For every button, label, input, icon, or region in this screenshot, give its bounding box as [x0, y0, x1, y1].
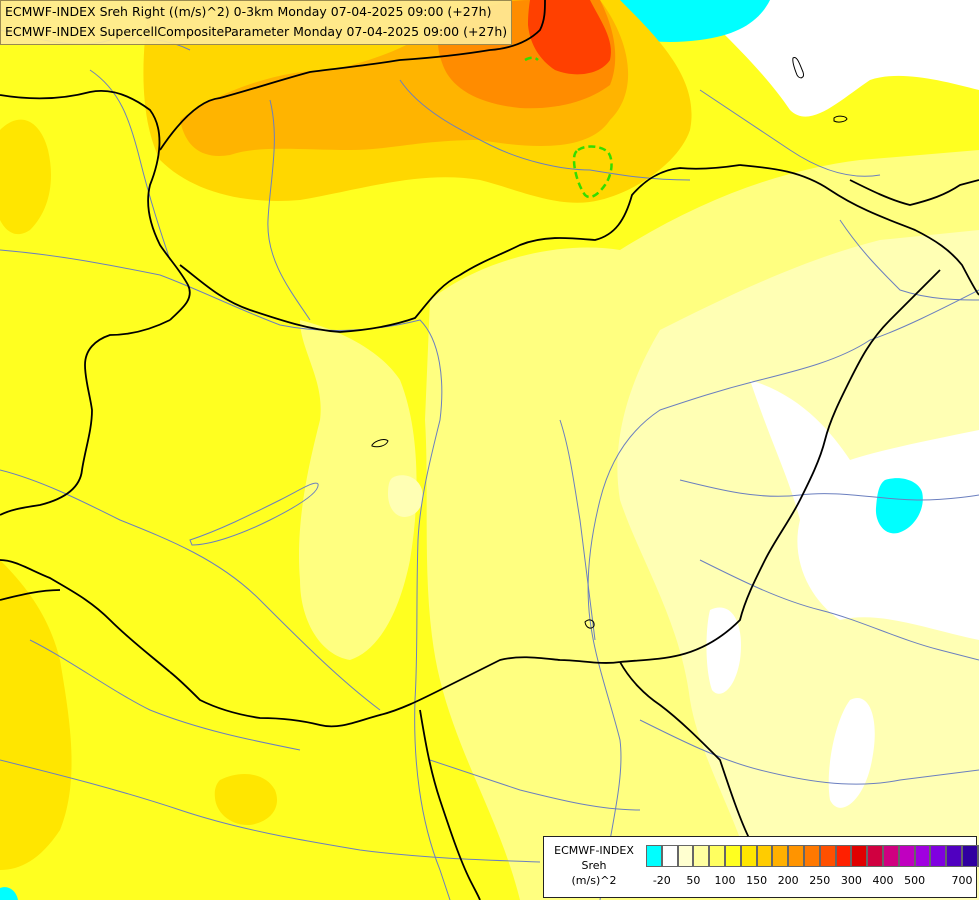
river-se-1: [639, 719, 979, 785]
river-tisza: [587, 289, 979, 900]
border-hu-romania: [619, 269, 941, 663]
legend-swatch: [788, 845, 804, 867]
legend-swatch: [677, 845, 694, 867]
lakes: [371, 56, 848, 629]
legend-swatch: [740, 845, 757, 867]
field-white-east-2: [706, 607, 741, 694]
river-north-3: [89, 69, 171, 261]
border-serbia-bosnia: [419, 709, 481, 900]
border-austria-hu: [0, 319, 171, 516]
field-gold-west-3: [0, 119, 51, 235]
border-ukraine-west: [739, 164, 979, 296]
legend-swatch: [693, 845, 710, 867]
field-pale-east: [617, 230, 979, 900]
legend-title-line3: (m/s)^2: [571, 874, 617, 887]
border-north-pl-sk: [159, 0, 546, 151]
river-north-1: [399, 79, 691, 181]
legend-swatch: [977, 845, 979, 867]
legend-swatch: [646, 845, 662, 867]
scp-contours: [524, 56, 613, 199]
river-danube: [0, 249, 451, 900]
field-cyan-corner: [0, 887, 18, 900]
field-gold-west-2: [214, 774, 278, 826]
legend-tick-label: 150: [746, 874, 768, 887]
river-east-3: [839, 219, 979, 301]
lake-2: [833, 115, 848, 123]
river-east-1: [679, 479, 979, 501]
border-slovenia: [0, 589, 61, 601]
lake-3: [371, 439, 389, 448]
border-czech-slovak-north: [0, 90, 191, 321]
river-west-1: [0, 469, 381, 711]
legend-swatch: [930, 845, 947, 867]
legend-tick-label: 50: [686, 874, 701, 887]
river-west-2: [29, 639, 301, 751]
legend-title-line2: Sreh: [581, 859, 607, 872]
border-hu-serbia: [169, 656, 621, 728]
lake-4: [584, 619, 595, 629]
map-title-box: ECMWF-INDEX Sreh Right ((m/s)^2) 0-3km M…: [0, 0, 513, 45]
legend-swatches: [646, 845, 979, 867]
border-romania-north: [849, 179, 979, 206]
legend-swatch: [724, 845, 741, 867]
color-legend: ECMWF-INDEX Sreh (m/s)^2 -20 50 100 150 200 2…: [543, 836, 979, 898]
legend-tick-label: 200: [777, 874, 799, 887]
legend-ticks: -20 50 100 150 200 250 300 400 500 700: [646, 874, 976, 890]
legend-title-line1: ECMWF-INDEX: [554, 844, 634, 857]
title-line-scp: ECMWF-INDEX SupercellCompositeParameter …: [5, 24, 508, 39]
legend-tick-label: 400: [872, 874, 894, 887]
legend-tick-label: 250: [809, 874, 831, 887]
legend-swatch: [819, 845, 836, 867]
river-lake-balaton: [189, 482, 319, 546]
legend-title: ECMWF-INDEX Sreh (m/s)^2: [544, 843, 644, 888]
lake-1: [792, 56, 804, 79]
legend-swatch: [709, 845, 725, 867]
scp-contour-1: [572, 145, 613, 199]
title-line-sreh: ECMWF-INDEX Sreh Right ((m/s)^2) 0-3km M…: [5, 4, 492, 19]
legend-tick-label: 700: [951, 874, 973, 887]
river-south-1: [429, 759, 641, 811]
scp-contour-2: [524, 56, 539, 62]
river-east-2: [699, 559, 979, 661]
legend-swatch: [961, 845, 978, 867]
field-pale-spot: [388, 475, 423, 517]
legend-swatch: [946, 845, 962, 867]
legend-swatch: [772, 845, 789, 867]
legend-swatch: [867, 845, 883, 867]
field-red-north: [528, 0, 611, 75]
river-sava: [0, 759, 541, 863]
field-gold-west-1: [0, 560, 72, 870]
river-ne-1: [699, 89, 881, 177]
field-white-north: [720, 0, 979, 117]
border-romania-serbia: [619, 661, 751, 841]
border-slovakia-hungary: [179, 164, 741, 333]
legend-tick-label: -20: [652, 874, 671, 887]
rivers: [0, 29, 979, 900]
legend-swatch: [898, 845, 915, 867]
field-white-east: [750, 380, 979, 640]
legend-tick-label: 100: [714, 874, 736, 887]
legend-tick-label: 500: [904, 874, 926, 887]
border-hu-austria-croatia: [0, 559, 171, 673]
legend-swatch: [882, 845, 899, 867]
river-center-1: [559, 419, 596, 641]
field-cyan-east: [875, 478, 923, 534]
legend-swatch: [803, 845, 820, 867]
legend-swatch: [914, 845, 931, 867]
field-light-center: [299, 320, 417, 660]
field-white-east-3: [828, 698, 875, 808]
legend-swatch: [756, 845, 773, 867]
river-north-2: [267, 99, 311, 321]
legend-swatch: [851, 845, 868, 867]
legend-tick-label: 300: [840, 874, 862, 887]
legend-swatch: [661, 845, 678, 867]
legend-swatch: [835, 845, 852, 867]
